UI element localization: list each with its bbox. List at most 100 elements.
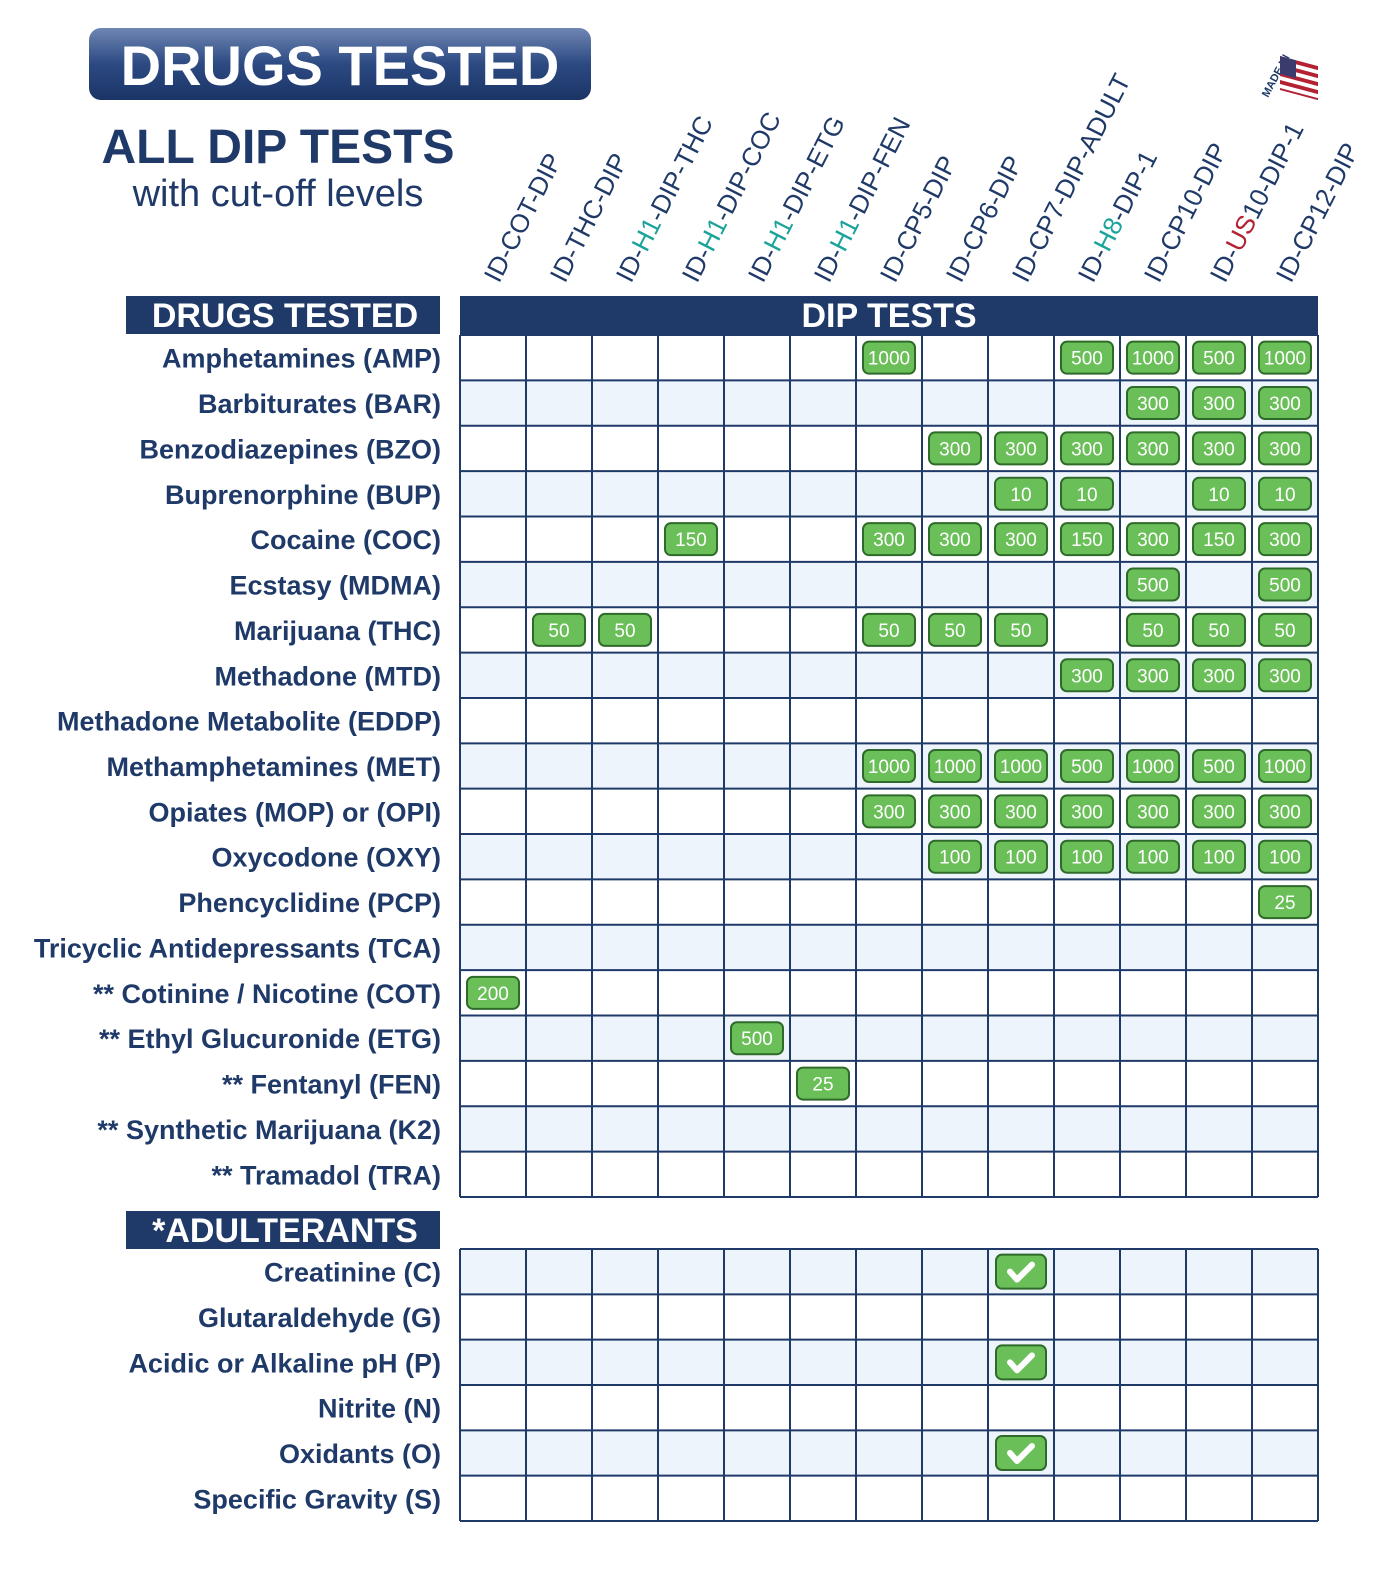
row-label: Buprenorphine (BUP) <box>165 480 441 510</box>
cutoff-badge <box>994 476 1048 511</box>
cutoff-value: 50 <box>1010 621 1031 642</box>
column-header-part: -DIP-FEN <box>838 112 916 226</box>
cutoff-value: 500 <box>1203 349 1235 370</box>
cutoff-badge <box>1192 839 1246 874</box>
row-label: Glutaraldehyde (G) <box>198 1303 441 1333</box>
row-label: Marijuana (THC) <box>234 616 441 646</box>
row-label: Methadone (MTD) <box>215 661 441 691</box>
cutoff-badge <box>994 522 1048 557</box>
cutoff-value: 300 <box>873 530 905 551</box>
cutoff-badge <box>1192 658 1246 693</box>
cutoff-value: 1000 <box>934 757 976 778</box>
cutoff-value: 300 <box>1005 439 1037 460</box>
flag-stripe <box>1280 88 1318 101</box>
cutoff-badge <box>1060 431 1114 466</box>
drugs-label-box <box>126 296 440 334</box>
cutoff-badge <box>1192 522 1246 557</box>
cutoff-value: 300 <box>1137 666 1169 687</box>
check-mark <box>995 1253 1047 1290</box>
cutoff-value: 300 <box>1071 802 1103 823</box>
cutoff-badge <box>1126 431 1180 466</box>
cutoff-value: 300 <box>1203 666 1235 687</box>
row-label: Amphetamines (AMP) <box>162 344 441 374</box>
cutoff-badge <box>1126 612 1180 647</box>
row-label: Acidic or Alkaline pH (P) <box>128 1348 441 1378</box>
cutoff-value: 300 <box>1005 530 1037 551</box>
row-label: Specific Gravity (S) <box>193 1484 441 1514</box>
check-mark <box>995 1344 1047 1381</box>
row-label: ** Tramadol (TRA) <box>211 1160 441 1190</box>
cutoff-badge <box>1258 658 1312 693</box>
cutoff-value: 10 <box>1010 485 1031 506</box>
column-header-part: ID-CP7-DIP-ADULT <box>1006 69 1137 287</box>
cutoff-badge <box>1192 386 1246 421</box>
row-background <box>460 1151 1318 1197</box>
row-background <box>460 1475 1318 1521</box>
cutoff-value: 50 <box>1274 621 1295 642</box>
cutoff-value: 300 <box>1137 530 1169 551</box>
check-icon <box>1007 1352 1035 1374</box>
cutoff-value: 1000 <box>1264 757 1306 778</box>
banner-title: DRUGS TESTED <box>121 34 560 97</box>
cutoff-badge <box>1060 794 1114 829</box>
row-label: Creatinine (C) <box>264 1258 441 1288</box>
row-background <box>460 1060 1318 1107</box>
cutoff-badge <box>1126 522 1180 557</box>
flag <box>1280 56 1318 101</box>
cutoff-value: 300 <box>1269 439 1301 460</box>
row-label: Ecstasy (MDMA) <box>229 571 441 601</box>
cutoff-value: 300 <box>1203 394 1235 415</box>
cutoff-badge <box>1258 567 1312 602</box>
cutoff-value: 25 <box>812 1075 833 1096</box>
cutoff-badge <box>928 839 982 874</box>
cutoff-badge <box>928 749 982 783</box>
dip-tests-header: DIP TESTS <box>801 297 976 335</box>
cutoff-badge <box>1126 839 1180 874</box>
cutoff-value: 500 <box>1137 576 1169 597</box>
cutoff-badge <box>1258 476 1312 511</box>
cutoff-value: 500 <box>1203 757 1235 778</box>
cutoff-value: 200 <box>477 984 509 1005</box>
cutoff-badge <box>796 1066 850 1101</box>
row-background <box>460 1339 1318 1385</box>
cutoff-value: 300 <box>1071 439 1103 460</box>
row-background <box>460 1106 1318 1152</box>
row-background <box>460 380 1318 426</box>
cutoff-value: 1000 <box>1264 349 1306 370</box>
cutoff-value: 300 <box>1137 394 1169 415</box>
cutoff-badge <box>1258 340 1312 375</box>
cutoff-badge <box>928 522 982 557</box>
cutoff-badge <box>1126 386 1180 421</box>
cutoff-value: 500 <box>1269 576 1301 597</box>
column-header: ID-CP7-DIP-ADULT <box>1006 69 1137 287</box>
row-label: ** Ethyl Glucuronide (ETG) <box>99 1024 441 1054</box>
row-label: ** Synthetic Marijuana (K2) <box>97 1115 441 1145</box>
cutoff-badge <box>1258 612 1312 647</box>
cutoff-badge <box>928 612 982 647</box>
cutoff-value: 300 <box>873 802 905 823</box>
row-background <box>460 425 1318 472</box>
dip-tests-header-box <box>460 296 1318 335</box>
check-icon <box>1007 1443 1035 1464</box>
flag-stripe <box>1280 80 1318 95</box>
row-background <box>460 561 1318 608</box>
cutoff-value: 50 <box>614 621 635 642</box>
adulterants-label: *ADULTERANTS <box>152 1212 418 1250</box>
cutoff-value: 50 <box>944 621 965 642</box>
cutoff-badge <box>1258 794 1312 829</box>
row-label: ** Fentanyl (FEN) <box>222 1070 441 1100</box>
cutoff-value: 1000 <box>1132 349 1174 370</box>
column-header-part: 10-DIP-1 <box>1236 117 1310 223</box>
row-label: Tricyclic Antidepressants (TCA) <box>34 933 441 963</box>
cutoff-badge <box>598 612 652 647</box>
column-header-part: -DIP-THC <box>640 111 719 226</box>
drugs-label: DRUGS TESTED <box>152 297 418 335</box>
title: ALL DIP TESTS <box>102 121 455 174</box>
row-background <box>460 1294 1318 1340</box>
cutoff-value: 300 <box>1269 530 1301 551</box>
row-label: Benzodiazepines (BZO) <box>139 434 441 464</box>
cutoff-badge <box>1258 386 1312 421</box>
cutoff-value: 1000 <box>868 757 910 778</box>
cutoff-value: 300 <box>1137 439 1169 460</box>
cutoff-value: 50 <box>548 621 569 642</box>
